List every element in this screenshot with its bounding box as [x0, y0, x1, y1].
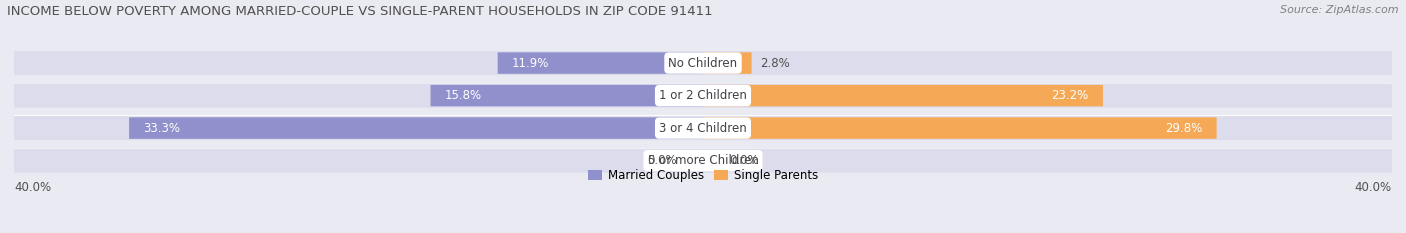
Legend: Married Couples, Single Parents: Married Couples, Single Parents: [583, 164, 823, 187]
Text: 15.8%: 15.8%: [444, 89, 482, 102]
FancyBboxPatch shape: [14, 84, 1392, 108]
FancyBboxPatch shape: [14, 149, 1392, 173]
FancyBboxPatch shape: [703, 85, 1102, 106]
Text: 40.0%: 40.0%: [1355, 181, 1392, 194]
FancyBboxPatch shape: [129, 117, 703, 139]
Text: 23.2%: 23.2%: [1052, 89, 1088, 102]
Text: 5 or more Children: 5 or more Children: [648, 154, 758, 167]
Text: 33.3%: 33.3%: [143, 122, 180, 135]
Text: 1 or 2 Children: 1 or 2 Children: [659, 89, 747, 102]
Text: No Children: No Children: [668, 57, 738, 70]
Text: Source: ZipAtlas.com: Source: ZipAtlas.com: [1281, 5, 1399, 15]
Text: 11.9%: 11.9%: [512, 57, 550, 70]
Text: 40.0%: 40.0%: [14, 181, 51, 194]
Text: 0.0%: 0.0%: [728, 154, 758, 167]
FancyBboxPatch shape: [703, 52, 752, 74]
Text: 2.8%: 2.8%: [759, 57, 790, 70]
FancyBboxPatch shape: [14, 116, 1392, 140]
FancyBboxPatch shape: [430, 85, 703, 106]
FancyBboxPatch shape: [498, 52, 703, 74]
Text: INCOME BELOW POVERTY AMONG MARRIED-COUPLE VS SINGLE-PARENT HOUSEHOLDS IN ZIP COD: INCOME BELOW POVERTY AMONG MARRIED-COUPL…: [7, 5, 713, 18]
Text: 0.0%: 0.0%: [648, 154, 678, 167]
FancyBboxPatch shape: [14, 51, 1392, 75]
Text: 3 or 4 Children: 3 or 4 Children: [659, 122, 747, 135]
Text: 29.8%: 29.8%: [1166, 122, 1202, 135]
FancyBboxPatch shape: [703, 117, 1216, 139]
